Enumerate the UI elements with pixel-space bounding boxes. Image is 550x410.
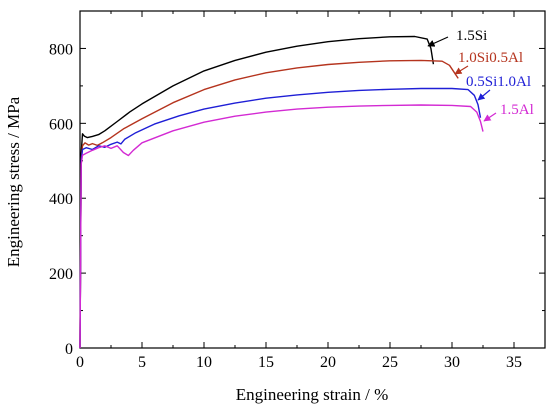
series-arrow (483, 112, 497, 122)
x-tick-label: 15 (258, 354, 274, 371)
y-tick-label: 600 (49, 116, 73, 133)
series-label: 1.5Al (500, 102, 534, 118)
series-line-1.5Al (79, 104, 484, 349)
series-arrow (454, 65, 469, 75)
x-tick-label: 0 (76, 354, 84, 371)
x-tick-label: 10 (196, 354, 212, 371)
x-tick-label: 35 (506, 354, 522, 371)
y-tick-label: 800 (49, 41, 73, 58)
series-label: 0.5Si1.0Al (466, 74, 531, 90)
series-arrow (427, 36, 449, 47)
x-axis-label: Engineering strain / % (236, 385, 389, 404)
series-line-1.5Si (79, 35, 435, 349)
series-lines (79, 35, 484, 349)
series-labels: 1.5Si 1.0Si0.5Al 0.5Si1.0Al 1.5Al (427, 28, 534, 122)
x-tick-label: 20 (320, 354, 336, 371)
series-arrow (477, 89, 491, 101)
y-tick-label: 400 (49, 191, 73, 208)
y-tick-label: 200 (49, 266, 73, 283)
x-tick-label: 25 (382, 354, 398, 371)
x-tick-label: 30 (444, 354, 460, 371)
series-label: 1.5Si (456, 28, 487, 44)
y-axis-label: Engineering stress / MPa (4, 96, 23, 267)
series-line-0.5Si1.0Al (79, 87, 482, 349)
series-label: 1.0Si0.5Al (458, 50, 523, 66)
series-line-1.0Si0.5Al (79, 59, 459, 349)
y-tick-label: 0 (65, 341, 73, 358)
plot-frame (79, 10, 546, 349)
axes: 0 5 10 15 20 25 30 35 0 200 400 600 800 (49, 10, 546, 371)
x-tick-label: 5 (138, 354, 146, 371)
